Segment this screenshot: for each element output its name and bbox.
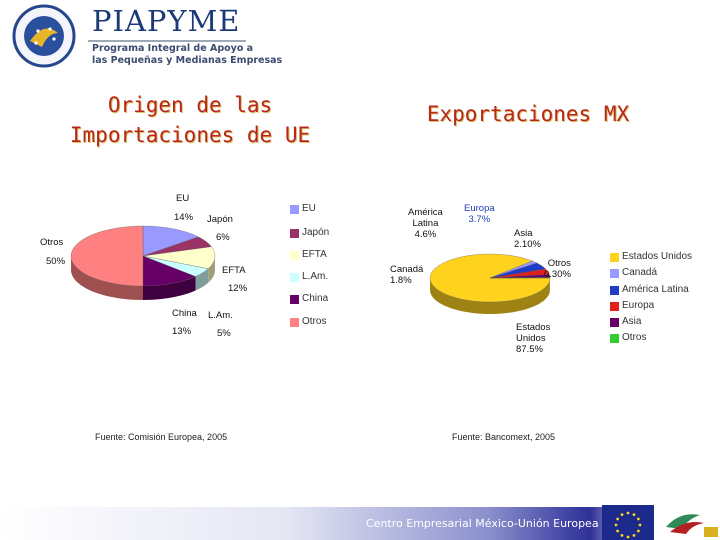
title-left-line-1: Origen de las [107,93,273,117]
label-canada-line-2: 1.8% [390,275,412,286]
piapyme-emblem [12,4,76,68]
legend-swatch-otros-mx [610,334,619,343]
label-eeuu-line-2: Unidos [516,333,546,344]
label-eu-value: 14% [174,212,194,223]
eu-imports-side-3 [195,268,209,291]
mx-exports-pie-chart [429,253,551,314]
legend-swatch-japon [290,229,299,238]
label-eeuu-line-3: 87.5% [516,344,543,355]
legend-swatch-asia [610,318,619,327]
eu-imports-pie-chart [70,225,216,300]
label-china-value: 13% [172,326,192,337]
legend-swatch-canada [610,269,619,278]
eu-imports-slice-5 [70,225,144,287]
title-left-line-2: Importaciones de UE [69,123,311,147]
label-asia-line-1: Asia [514,228,533,239]
label-efta-value: 12% [228,283,248,294]
source-right: Fuente: Bancomext, 2005 [452,432,556,442]
legend-label-amlat: América Latina [622,284,689,295]
label-china-name: China [172,308,197,319]
label-canada-line-1: Canadá [390,264,424,275]
label-amlat-line-2: Latina [412,218,439,229]
legend-label-canada: Canadá [622,267,658,278]
legend-swatch-europa [610,302,619,311]
logo-subtitle-line-2: las Pequeñas y Medianas Empresas [92,55,283,66]
eu-flag-icon [602,505,654,540]
label-otros-mx-line-1: Otros [547,258,571,269]
legend-swatch-eu [290,205,299,214]
logo-subtitle: Programa Integral de Apoyo a las Pequeña… [92,43,282,67]
mexico-logo-icon [660,505,720,540]
legend-label-lam: L.Am. [302,271,329,282]
eu-imports-slice-0 [142,225,199,257]
legend-label-eu: EU [302,203,316,214]
label-amlat-line-3: 4.6% [414,229,437,240]
label-japon-name: Japón [207,214,233,225]
label-canada: Canadá 1.8% [390,264,423,286]
legend-label-asia: Asia [622,316,642,327]
label-europa-line-1: Europa [464,203,495,214]
label-otros-mx: Otros 0.30% [544,258,571,280]
label-otros-value: 50% [46,256,66,267]
legend-label-europa: Europa [622,300,655,311]
title-left: Origen de las Importaciones de UE [40,90,340,150]
label-eu-name: EU [176,193,190,204]
legend-swatch-china [290,295,299,304]
legend-label-otros-mx: Otros [622,332,647,343]
legend-swatch-amlat [610,286,619,295]
footer-bar [0,507,720,540]
label-europa-line-2: 3.7% [468,214,491,225]
label-asia: Asia 2.10% [514,228,541,250]
legend-swatch-efta [290,251,299,260]
label-otros-mx-line-2: 0.30% [544,269,571,280]
source-left: Fuente: Comisión Europea, 2005 [95,432,228,442]
logo-divider [88,40,246,42]
title-right: Exportaciones MX [426,102,630,126]
legend-label-otros: Otros [302,316,327,327]
label-europa: Europa 3.7% [464,203,495,225]
eu-imports-side-4 [143,276,196,300]
eu-imports-slice-4 [142,255,196,287]
legend-swatch-lam [290,273,299,282]
label-efta-name: EFTA [222,265,246,276]
legend-label-efta: EFTA [302,249,327,260]
label-amlat-line-1: América [408,207,443,218]
label-japon-value: 6% [216,232,230,243]
legend-swatch-eeuu [610,253,619,262]
mx-exports-side-0 [430,278,550,314]
label-amlat: América Latina 4.6% [408,207,443,240]
logo-title: PIAPYME [92,4,241,38]
label-asia-line-2: 2.10% [514,239,541,250]
label-lam-name: L.Am. [208,310,233,321]
legend-swatch-otros [290,318,299,327]
label-lam-value: 5% [217,328,231,339]
label-eeuu: Estados Unidos 87.5% [516,322,550,355]
mx-exports-sides [430,278,550,314]
eu-imports-side-5 [71,257,143,300]
label-otros-name: Otros [40,237,64,248]
legend-label-japon: Japón [302,227,330,238]
label-eeuu-line-1: Estados [516,322,551,333]
legend-label-eeuu: Estados Unidos [622,251,693,262]
legend-label-china: China [302,293,329,304]
eu-imports-sides [71,256,215,300]
footer-text: Centro Empresarial México-Unión Europea [366,517,599,530]
logo-subtitle-line-1: Programa Integral de Apoyo a [92,43,254,54]
eu-imports-side-2 [208,256,215,283]
